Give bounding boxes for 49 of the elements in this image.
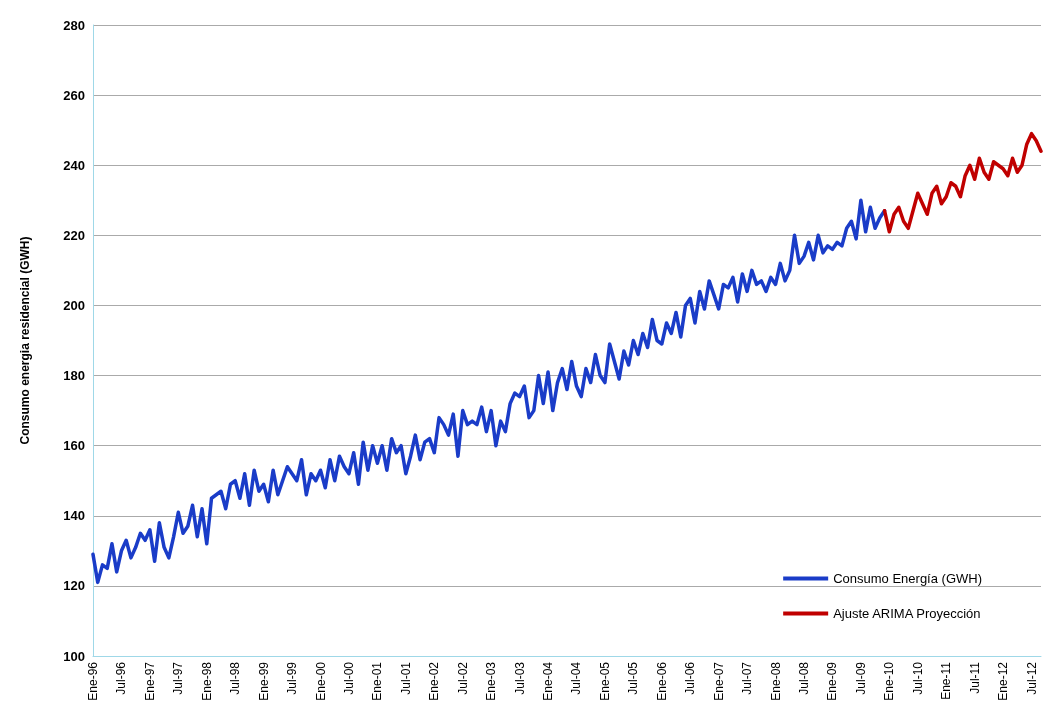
x-tick-label: Jul-03 xyxy=(512,661,527,695)
y-tick-label: 220 xyxy=(63,227,85,243)
y-tick-label: 280 xyxy=(63,17,85,33)
x-tick-label: Jul-06 xyxy=(683,661,698,695)
x-tick-label: Jul-10 xyxy=(910,661,925,695)
x-tick-label: Ene-01 xyxy=(370,661,385,701)
x-tick-label: Ene-08 xyxy=(768,661,783,701)
x-tick-label: Ene-07 xyxy=(711,661,726,701)
x-tick-label: Jul-11 xyxy=(967,661,982,694)
x-tick-label: Jul-02 xyxy=(455,661,470,695)
x-tick-label: Ene-04 xyxy=(541,661,556,701)
x-tick-label: Jul-07 xyxy=(740,661,755,695)
y-tick-label: 140 xyxy=(63,508,85,524)
y-tick-label: 120 xyxy=(63,578,85,594)
x-tick-label: Jul-00 xyxy=(341,661,356,695)
x-tick-label: Ene-97 xyxy=(142,661,157,701)
x-tick-label: Ene-05 xyxy=(597,661,612,701)
x-tick-label: Ene-09 xyxy=(825,661,840,701)
x-tick-label: Ene-06 xyxy=(654,661,669,701)
y-axis-title: Consumo energia residencial (GWH) xyxy=(18,236,32,445)
x-tick-label: Jul-08 xyxy=(797,661,811,695)
line-series xyxy=(91,198,887,585)
x-tick-label: Ene-11 xyxy=(939,661,954,700)
x-tick-label: Jul-01 xyxy=(398,661,413,695)
y-tick-label: 260 xyxy=(63,87,85,103)
x-tick-label: Jul-96 xyxy=(114,661,129,695)
x-tick-label: Jul-12 xyxy=(1024,661,1039,695)
legend-label: Consumo Energía (GWH) xyxy=(833,571,982,586)
x-tick-label: Jul-05 xyxy=(626,661,641,695)
x-tick-label: Jul-09 xyxy=(853,661,868,695)
x-tick-label: Ene-10 xyxy=(882,661,897,701)
y-tick-label: 160 xyxy=(63,438,85,454)
x-tick-label: Ene-00 xyxy=(313,661,328,701)
y-tick-label: 200 xyxy=(63,297,85,313)
x-tick-label: Ene-03 xyxy=(484,661,499,701)
x-tick-label: Jul-04 xyxy=(569,661,584,695)
y-tick-label: 180 xyxy=(63,368,85,384)
x-tick-label: Ene-12 xyxy=(996,661,1011,701)
legend-label: Ajuste ARIMA Proyección xyxy=(833,606,981,621)
x-tick-label: Jul-98 xyxy=(228,661,243,695)
line-series xyxy=(882,131,1043,234)
x-tick-label: Ene-02 xyxy=(427,661,442,701)
x-tick-label: Jul-99 xyxy=(285,661,300,695)
x-tick-label: Ene-96 xyxy=(86,661,100,701)
x-tick-label: Jul-97 xyxy=(171,661,186,695)
x-tick-label: Ene-98 xyxy=(199,661,214,701)
y-tick-label: 240 xyxy=(63,157,85,173)
x-tick-label: Ene-99 xyxy=(256,661,271,701)
y-tick-label: 100 xyxy=(63,648,85,664)
